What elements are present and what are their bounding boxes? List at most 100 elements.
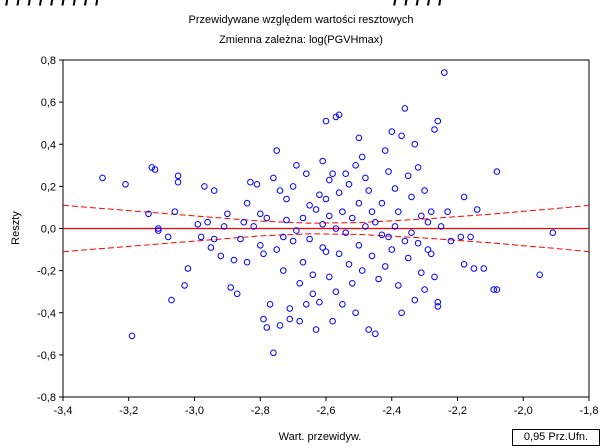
data-point: [276, 322, 284, 329]
data-point: [335, 250, 343, 258]
chart-title: Przewidywane względem wartości resztowyc…: [188, 14, 414, 26]
data-point: [447, 237, 455, 245]
data-point: [434, 117, 442, 125]
data-point: [273, 246, 281, 253]
data-point: [365, 187, 373, 194]
data-point: [296, 317, 304, 325]
data-point: [309, 290, 317, 298]
data-point: [243, 258, 251, 266]
data-point: [493, 286, 501, 293]
confidence-band-upper: [62, 204, 590, 224]
data-point: [303, 170, 310, 177]
data-point: [329, 317, 336, 325]
data-point: [312, 326, 320, 333]
data-point: [263, 214, 271, 222]
data-point: [283, 195, 290, 203]
data-point: [270, 349, 277, 357]
data-point: [316, 298, 323, 306]
data-point: [128, 332, 136, 340]
data-point: [424, 218, 432, 226]
data-point: [299, 214, 307, 222]
data-point: [355, 199, 363, 207]
data-point: [408, 193, 415, 201]
data-point: [332, 288, 340, 296]
x-tick-label: -1,8: [580, 405, 599, 417]
data-point: [473, 206, 481, 213]
data-point: [358, 267, 366, 274]
data-point: [210, 187, 218, 194]
data-point: [289, 183, 297, 190]
data-point: [194, 221, 202, 228]
data-point: [372, 330, 379, 338]
data-point: [434, 303, 442, 310]
data-point: [260, 250, 267, 258]
data-point: [388, 246, 396, 253]
data-point: [424, 246, 432, 253]
x-tick-label: -3,0: [185, 405, 204, 417]
data-point: [378, 231, 386, 239]
data-point: [398, 309, 405, 317]
data-point: [220, 223, 228, 230]
data-point: [181, 282, 188, 289]
data-point: [240, 218, 248, 226]
data-point: [431, 273, 438, 281]
data-point: [283, 216, 290, 224]
data-point: [257, 242, 264, 249]
data-point: [401, 237, 409, 245]
data-point: [326, 273, 333, 281]
data-point: [263, 324, 271, 331]
data-point: [224, 210, 231, 218]
data-point: [372, 218, 379, 226]
data-point: [368, 252, 376, 260]
data-point: [536, 271, 544, 279]
data-point: [457, 233, 465, 241]
data-point: [401, 105, 409, 112]
data-point: [210, 235, 218, 243]
data-point: [145, 210, 152, 218]
data-point: [362, 223, 369, 230]
data-point: [342, 170, 350, 177]
data-point: [174, 172, 182, 180]
data-point: [549, 229, 557, 236]
data-point: [273, 147, 281, 154]
data-point: [237, 235, 244, 243]
x-tick-label: -2,6: [317, 405, 336, 417]
data-point: [184, 265, 192, 272]
data-point: [174, 178, 182, 186]
data-point: [253, 181, 261, 188]
data-point: [322, 248, 330, 255]
data-point: [470, 265, 478, 272]
data-point: [418, 212, 425, 220]
y-tick-label: -0,8: [37, 392, 56, 404]
data-point: [306, 202, 313, 209]
data-point: [289, 237, 297, 245]
data-point: [197, 233, 205, 241]
chart-subtitle: Zmienna zależna: log(PGVHmax): [219, 34, 383, 46]
data-point: [309, 271, 317, 279]
data-point: [404, 254, 412, 262]
data-point: [490, 286, 498, 293]
y-tick-label: 0,0: [41, 224, 56, 236]
data-point: [339, 301, 346, 308]
data-point: [418, 269, 425, 277]
data-point: [122, 181, 129, 188]
data-point: [381, 147, 389, 154]
data-point: [395, 282, 402, 289]
data-point: [342, 229, 350, 236]
data-point: [480, 265, 488, 272]
data-point: [204, 218, 211, 226]
data-point: [375, 275, 382, 283]
y-tick-label: -0,6: [37, 350, 56, 362]
y-tick-label: 0,6: [41, 97, 56, 109]
data-point: [293, 162, 300, 169]
data-point: [276, 187, 284, 194]
data-point: [352, 162, 359, 169]
data-point: [299, 258, 307, 266]
data-point: [493, 168, 501, 175]
y-tick-label: 0,2: [41, 181, 56, 193]
data-point: [335, 189, 343, 196]
data-point: [306, 235, 313, 243]
data-point: [286, 315, 294, 323]
data-point: [319, 244, 327, 251]
